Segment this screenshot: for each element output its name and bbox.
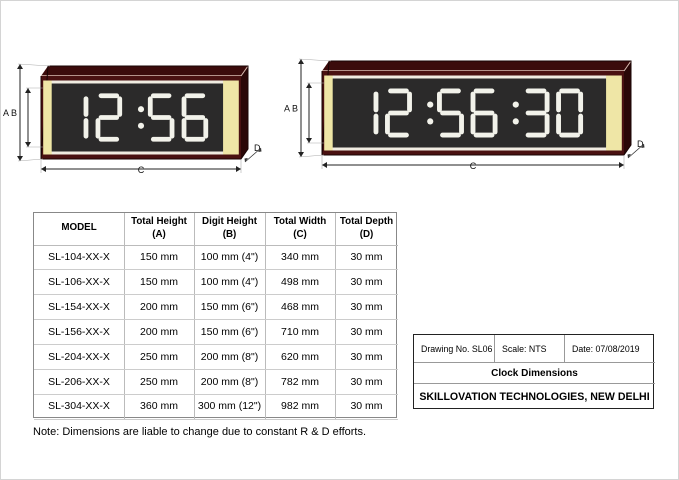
svg-text:C: C — [138, 165, 145, 175]
svg-text:A B: A B — [284, 104, 298, 114]
svg-text:C: C — [470, 161, 477, 171]
svg-text:A B: A B — [3, 108, 17, 118]
